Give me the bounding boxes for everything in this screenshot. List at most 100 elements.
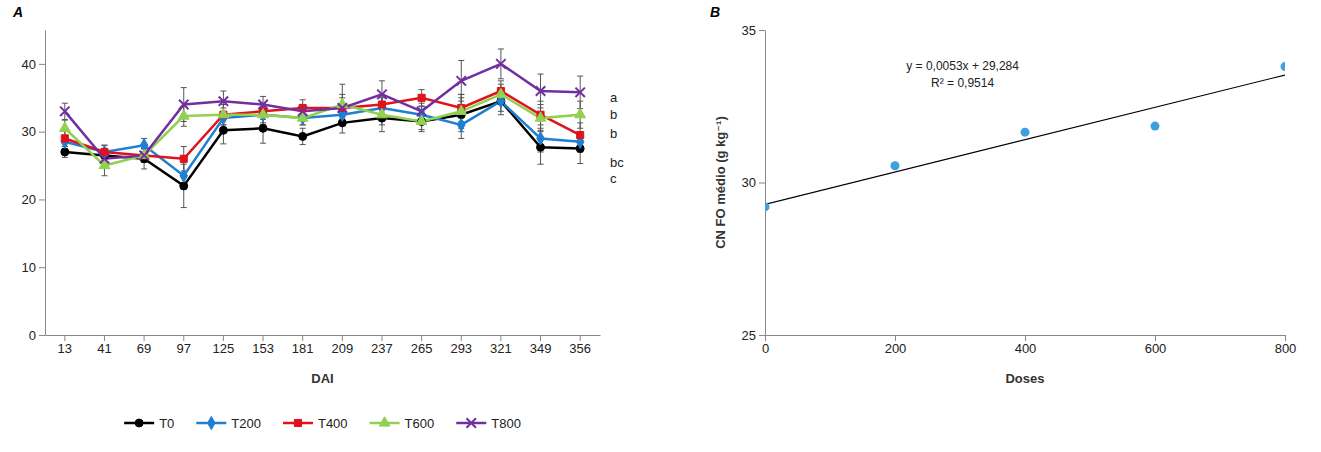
error-bar <box>181 147 187 171</box>
tick: 200 <box>885 335 907 356</box>
marker <box>377 109 388 118</box>
marker <box>496 59 505 68</box>
marker <box>575 88 584 97</box>
marker <box>139 151 148 160</box>
legend-item: T400 <box>283 416 348 431</box>
tick-mark <box>183 335 184 341</box>
tick-label: 69 <box>137 341 151 356</box>
tick-label: 321 <box>490 341 512 356</box>
marker <box>338 103 347 112</box>
tick: 41 <box>97 335 111 356</box>
tick-mark <box>64 335 65 341</box>
tick-mark <box>540 335 541 341</box>
marker <box>457 118 465 131</box>
point <box>765 202 770 211</box>
legend-item: T0 <box>124 416 174 431</box>
marker <box>456 105 467 114</box>
tick-label: 237 <box>371 341 393 356</box>
marker <box>61 135 68 142</box>
marker <box>259 124 267 132</box>
tick-mark <box>1285 335 1286 341</box>
equation: y = 0,0053x + 29,284 <box>906 59 1019 73</box>
tick-label: 13 <box>58 341 72 356</box>
marker <box>299 132 307 140</box>
marker <box>378 101 385 108</box>
marker <box>59 122 70 131</box>
legend-label: T200 <box>231 416 261 431</box>
error-bar <box>538 130 544 164</box>
tick-mark <box>263 335 264 341</box>
marker <box>496 88 507 97</box>
r-squared: R² = 0,9514 <box>931 76 994 90</box>
tick-mark <box>302 335 303 341</box>
legend-marker <box>467 418 476 427</box>
marker <box>60 107 69 116</box>
tick-mark <box>421 335 422 341</box>
tick-label: 293 <box>450 341 472 356</box>
marker <box>101 148 108 155</box>
tick-label: 97 <box>177 341 191 356</box>
tick-mark <box>759 183 765 184</box>
legend-item: T600 <box>370 416 435 431</box>
tick: 20 <box>22 192 45 207</box>
marker <box>575 109 586 118</box>
tick-label: 41 <box>97 341 111 356</box>
point <box>1021 128 1030 137</box>
legend-label: T600 <box>405 416 435 431</box>
tick-mark <box>895 335 896 341</box>
tick: 237 <box>371 335 393 356</box>
panel: 0200400600800253035y = 0,0053x + 29,284R… <box>710 4 1296 386</box>
plot-area <box>765 62 1285 211</box>
tick: 25 <box>742 328 765 343</box>
tick: 153 <box>252 335 274 356</box>
tick: 265 <box>411 335 433 356</box>
tick: 30 <box>22 124 45 139</box>
tick-label: 125 <box>213 341 235 356</box>
tick-label: 35 <box>742 23 756 38</box>
marker <box>377 90 386 99</box>
marker <box>577 132 584 139</box>
error-bar <box>300 128 306 144</box>
marker <box>180 155 187 162</box>
marker <box>258 109 269 118</box>
tick-label: 181 <box>292 341 314 356</box>
marker <box>297 112 308 121</box>
tick-mark <box>461 335 462 341</box>
axis-title: CN FO médio (g kg⁻¹) <box>713 116 728 249</box>
tick: 40 <box>22 57 45 72</box>
tick-label: 200 <box>885 341 907 356</box>
tick-label: 349 <box>530 341 552 356</box>
tick-mark <box>39 335 45 336</box>
tick-mark <box>759 30 765 31</box>
error-bar <box>577 132 583 152</box>
marker <box>535 112 546 121</box>
tick: 181 <box>292 335 314 356</box>
annotation: a <box>610 90 618 105</box>
legend: T0T200T400T600T800 <box>124 416 521 431</box>
marker <box>417 107 426 116</box>
tick: 10 <box>22 260 45 275</box>
marker <box>99 159 110 168</box>
series-line <box>65 64 580 159</box>
tick-label: 600 <box>1145 341 1167 356</box>
tick-label: 153 <box>252 341 274 356</box>
tick-mark <box>1025 335 1026 341</box>
tick: 0 <box>762 335 769 356</box>
marker <box>457 76 466 85</box>
tick-label: 40 <box>22 57 36 72</box>
panel-label: A <box>12 4 23 20</box>
tick-label: 0 <box>762 341 769 356</box>
legend-marker <box>208 416 216 429</box>
axis-line <box>46 335 601 336</box>
marker <box>219 126 227 134</box>
marker <box>100 154 109 163</box>
tick-label: 400 <box>1015 341 1037 356</box>
tick-label: 30 <box>742 175 756 190</box>
point <box>1151 122 1160 131</box>
tick-mark <box>1155 335 1156 341</box>
marker <box>178 110 189 119</box>
legend-marker <box>379 417 390 426</box>
tick-label: 0 <box>29 328 36 343</box>
tick: 293 <box>450 335 472 356</box>
tick: 13 <box>58 335 72 356</box>
